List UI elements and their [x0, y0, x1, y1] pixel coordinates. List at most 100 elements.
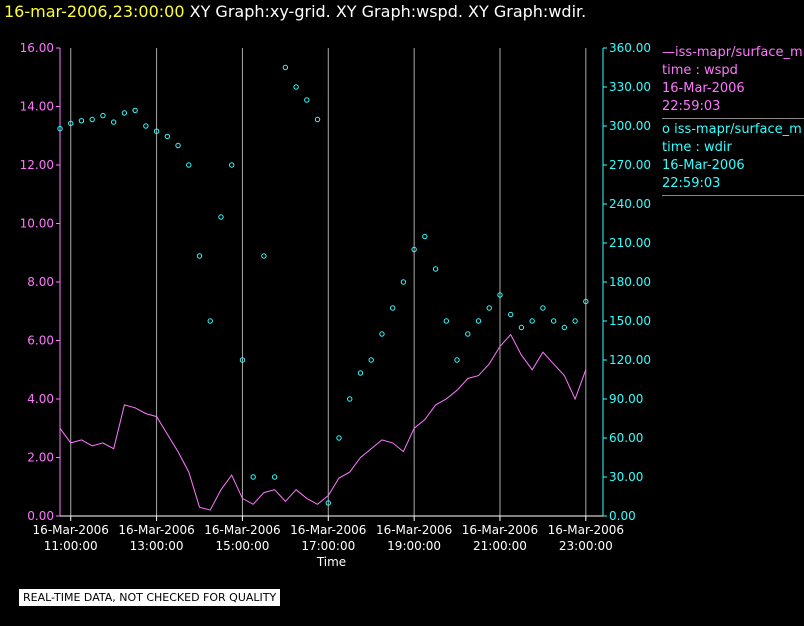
wdir-point — [400, 279, 407, 285]
wdir-point — [368, 357, 374, 363]
left-tick-label: 8.00 — [27, 275, 54, 289]
left-tick-label: 4.00 — [27, 392, 54, 406]
wdir-point — [271, 474, 278, 480]
right-tick-label: 240.00 — [609, 197, 651, 211]
wdir-point — [465, 331, 471, 337]
wdir-point — [572, 318, 578, 324]
right-tick-label: 300.00 — [609, 119, 651, 133]
wdir-point — [89, 116, 95, 123]
left-tick-label: 10.00 — [20, 217, 54, 231]
left-tick-label: 14.00 — [20, 100, 54, 114]
right-tick-label: 120.00 — [609, 353, 651, 367]
wdir-point — [110, 119, 117, 125]
legend-wspd-date: 16-Mar-2006 — [662, 81, 745, 96]
x-axis-label: Time — [316, 555, 346, 569]
chart-datetime: 16-mar-2006,23:00:00 — [4, 2, 185, 21]
wdir-point — [186, 162, 192, 168]
x-tick-time: 23:00:00 — [559, 539, 613, 553]
chart-title-bar: 16-mar-2006,23:00:00 XY Graph:xy-grid. X… — [4, 2, 586, 21]
wdir-point — [550, 318, 557, 324]
legend-wdir-var: time : wdir — [662, 140, 732, 155]
legend-entry-wdir: o iss-mapr/surface_m time : wdir 16-Mar-… — [662, 121, 804, 196]
legend-wspd-var: time : wspd — [662, 63, 738, 78]
wdir-point — [304, 97, 310, 103]
legend-entry-wspd: —iss-mapr/surface_m time : wspd 16-Mar-2… — [662, 44, 804, 119]
x-tick-date: 16-Mar-2006 — [33, 523, 109, 537]
wdir-point — [529, 318, 535, 324]
wdir-point — [336, 435, 342, 441]
right-tick-label: 90.00 — [609, 392, 643, 406]
legend-wdir-date: 16-Mar-2006 — [662, 158, 745, 173]
wdir-point — [325, 500, 331, 506]
wdir-point — [497, 292, 503, 298]
left-tick-label: 6.00 — [27, 334, 54, 348]
x-tick-date: 16-Mar-2006 — [376, 523, 452, 537]
wdir-point — [561, 324, 568, 331]
right-tick-label: 270.00 — [609, 158, 651, 172]
wdir-point — [207, 318, 213, 324]
x-tick-date: 16-Mar-2006 — [204, 523, 280, 537]
wdir-point — [250, 474, 256, 480]
wdir-point — [164, 133, 171, 140]
x-tick-time: 21:00:00 — [473, 539, 527, 553]
wdir-point — [121, 110, 128, 116]
wdir-point — [78, 118, 85, 124]
x-tick-time: 19:00:00 — [387, 539, 441, 553]
wdir-point — [432, 266, 439, 272]
wdir-point — [57, 125, 63, 132]
wdir-point — [218, 214, 224, 220]
wdir-point — [443, 318, 450, 324]
wdir-point — [518, 324, 525, 331]
wdir-point — [486, 305, 492, 311]
legend-wspd-name: —iss-mapr/surface_m — [662, 45, 803, 60]
wdir-point — [389, 305, 396, 311]
right-tick-label: 180.00 — [609, 275, 651, 289]
graph-list: XY Graph:xy-grid. XY Graph:wspd. XY Grap… — [189, 2, 587, 21]
right-tick-label: 210.00 — [609, 236, 651, 250]
right-tick-label: 60.00 — [609, 431, 643, 445]
legend-wdir-name: o iss-mapr/surface_m — [662, 122, 802, 137]
legend: —iss-mapr/surface_m time : wspd 16-Mar-2… — [662, 44, 804, 198]
right-tick-label: 150.00 — [609, 314, 651, 328]
left-tick-label: 0.00 — [27, 509, 54, 523]
wdir-point — [239, 357, 246, 363]
wdir-point — [282, 64, 289, 71]
legend-wspd-time: 22:59:03 — [662, 99, 721, 114]
wdir-point — [196, 253, 203, 259]
quality-notice: REAL-TIME DATA, NOT CHECKED FOR QUALITY — [19, 589, 281, 606]
x-tick-time: 15:00:00 — [215, 539, 269, 553]
wdir-point — [422, 233, 428, 240]
wdir-point — [411, 246, 417, 253]
wdir-point — [357, 370, 364, 376]
right-tick-label: 330.00 — [609, 80, 651, 94]
wdir-point — [153, 128, 160, 134]
wdir-point — [228, 162, 235, 168]
wdir-point — [100, 112, 106, 119]
wdir-point — [68, 120, 74, 127]
wdir-point — [261, 253, 267, 259]
right-tick-label: 30.00 — [609, 470, 643, 484]
wdir-point — [454, 357, 460, 363]
wdir-point — [540, 305, 546, 311]
wdir-point — [314, 116, 321, 123]
wdir-point — [379, 331, 385, 337]
x-tick-date: 16-Mar-2006 — [290, 523, 366, 537]
wdir-point — [143, 123, 149, 129]
x-tick-date: 16-Mar-2006 — [548, 523, 624, 537]
wdir-point — [583, 298, 589, 305]
legend-wdir-time: 22:59:03 — [662, 176, 721, 191]
right-tick-label: 0.00 — [609, 509, 636, 523]
x-tick-time: 11:00:00 — [44, 539, 98, 553]
left-tick-label: 2.00 — [27, 451, 54, 465]
right-tick-label: 360.00 — [609, 41, 651, 55]
wdir-point — [347, 396, 353, 402]
x-tick-date: 16-Mar-2006 — [462, 523, 538, 537]
wdir-point — [175, 142, 181, 149]
wdir-point — [508, 311, 514, 318]
x-tick-time: 13:00:00 — [130, 539, 184, 553]
wspd-series-line — [59, 333, 587, 511]
wdir-point — [475, 318, 482, 324]
x-tick-time: 17:00:00 — [301, 539, 355, 553]
wdir-point — [132, 107, 138, 114]
